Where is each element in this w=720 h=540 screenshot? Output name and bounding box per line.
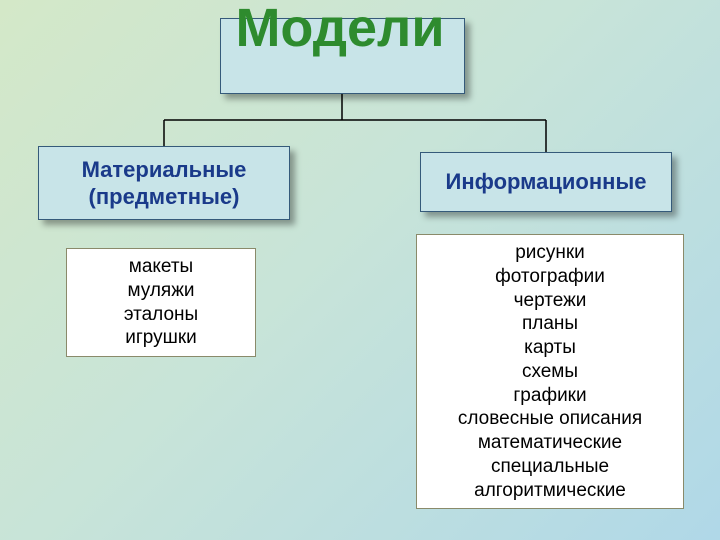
list-item: муляжи (71, 279, 251, 303)
list-item: игрушки (71, 326, 251, 350)
list-item: рисунки (421, 241, 679, 265)
examples-information: рисунки фотографии чертежи планы карты с… (416, 234, 684, 509)
list-item: планы (421, 312, 679, 336)
diagram-title: Модели (200, 0, 480, 57)
branch-information: Информационные (420, 152, 672, 212)
list-item: графики (421, 384, 679, 408)
list-item: макеты (71, 255, 251, 279)
list-item: фотографии (421, 265, 679, 289)
list-item: специальные (421, 455, 679, 479)
list-item: чертежи (421, 289, 679, 313)
list-item: карты (421, 336, 679, 360)
branch-material-label: Материальные(предметные) (82, 156, 247, 211)
branch-information-label: Информационные (446, 169, 647, 195)
list-item: математические (421, 431, 679, 455)
examples-material: макеты муляжи эталоны игрушки (66, 248, 256, 357)
list-item: эталоны (71, 303, 251, 327)
list-item: словесные описания (421, 407, 679, 431)
list-item: алгоритмические (421, 479, 679, 503)
branch-material: Материальные(предметные) (38, 146, 290, 220)
list-item: схемы (421, 360, 679, 384)
